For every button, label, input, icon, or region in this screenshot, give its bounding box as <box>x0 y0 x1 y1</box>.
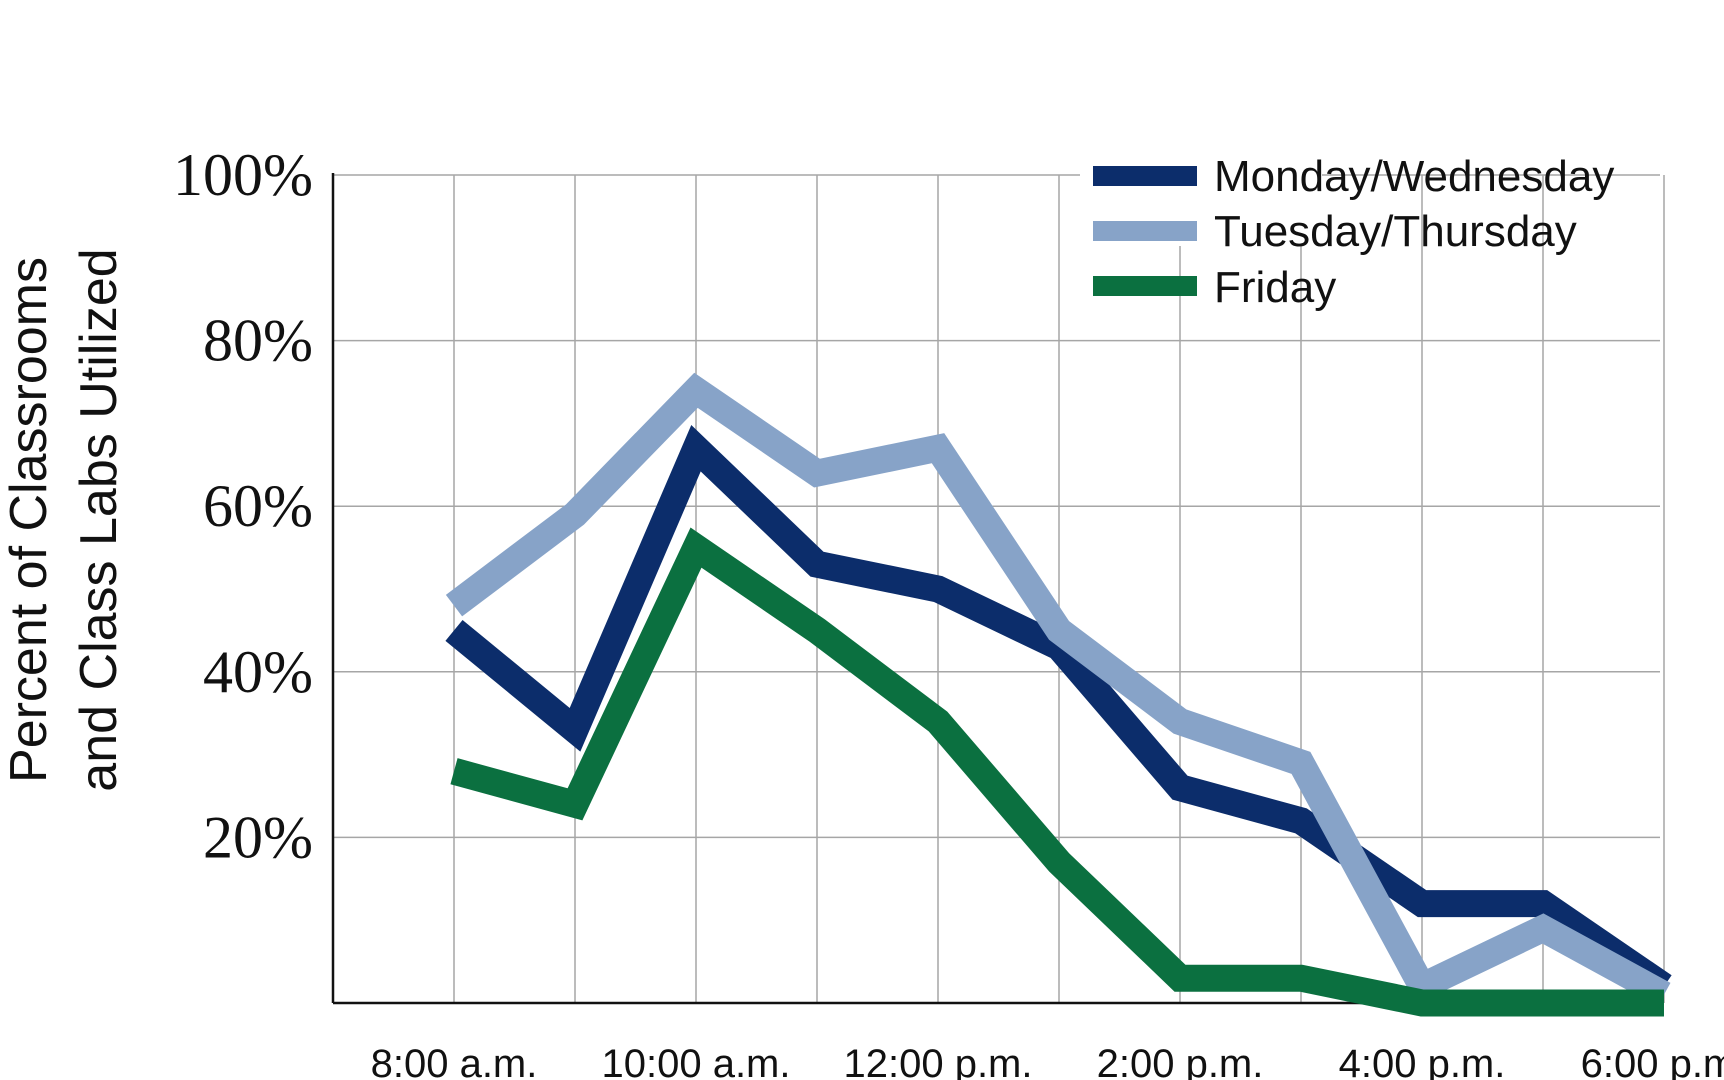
x-tick-label: 8:00 a.m. <box>371 1042 538 1080</box>
legend-label-friday: Friday <box>1214 263 1336 312</box>
y-tick-label: 20% <box>203 804 313 870</box>
legend-label-monday-wednesday: Monday/Wednesday <box>1214 152 1614 201</box>
y-axis-label-line-1: Percent of Classrooms <box>0 257 58 783</box>
x-tick-label: 2:00 p.m. <box>1097 1042 1264 1080</box>
legend: Monday/Wednesday Tuesday/Thursday Friday <box>1080 152 1614 312</box>
legend-swatch-tuesday-thursday <box>1093 221 1197 241</box>
y-axis-label-line-2: and Class Labs Utilized <box>70 248 128 791</box>
x-tick-label: 12:00 p.m. <box>843 1042 1032 1080</box>
x-tick-label: 10:00 a.m. <box>601 1042 790 1080</box>
legend-swatch-monday-wednesday <box>1093 166 1197 186</box>
series-line-friday <box>450 527 1664 1017</box>
gridlines <box>333 174 1665 1003</box>
y-tick-label: 60% <box>203 473 313 539</box>
legend-label-tuesday-thursday: Tuesday/Thursday <box>1214 207 1577 256</box>
x-tick-label: 6:00 p.m. <box>1581 1042 1724 1080</box>
x-axis-ticks: 8:00 a.m. 10:00 a.m. 12:00 p.m. 2:00 p.m. 4:… <box>371 1042 1724 1080</box>
axes <box>331 173 1660 1005</box>
series-line-tuesday-thursday <box>445 372 1671 1007</box>
y-tick-label: 100% <box>173 142 313 208</box>
y-tick-label: 40% <box>203 639 313 705</box>
legend-swatch-friday <box>1093 276 1197 296</box>
x-tick-label: 4:00 p.m. <box>1339 1042 1506 1080</box>
y-axis-ticks: 100% 80% 60% 40% 20% <box>173 142 313 870</box>
y-tick-label: 80% <box>203 308 313 374</box>
series-lines <box>445 372 1672 1017</box>
